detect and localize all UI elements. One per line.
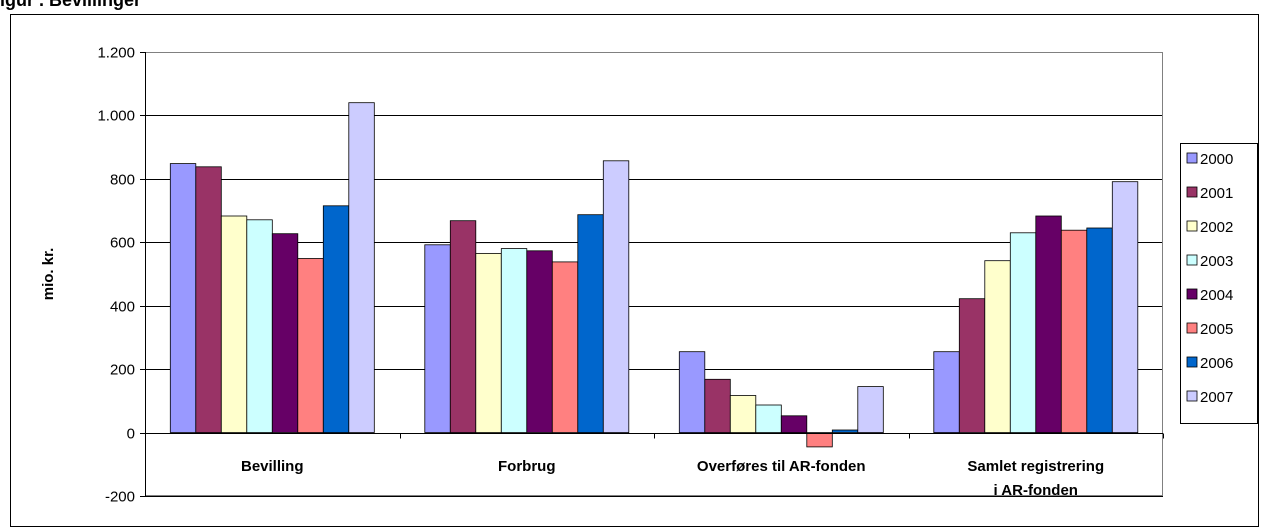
bar [449, 220, 477, 433]
labels: -200 0 200 400 600 800 1.000 1.200 Bevilling Forb… [40, 45, 1104, 506]
figure-heading: igur . Bevillinger [0, 0, 142, 10]
bar [755, 404, 782, 434]
bar [831, 429, 859, 433]
y-tick-label: 200 [110, 362, 135, 379]
legend-swatch [1186, 288, 1198, 300]
x-category-label: Overføres til AR-fonden [697, 458, 866, 475]
legend-swatch [1186, 356, 1198, 368]
legend-swatch [1186, 322, 1198, 334]
y-tick-label: 800 [110, 172, 135, 189]
bar [551, 261, 579, 433]
legend-swatch [1186, 186, 1198, 198]
bar [169, 163, 197, 433]
legend-swatch [1186, 220, 1198, 232]
legend-label: 2001 [1200, 185, 1233, 202]
bar [297, 258, 324, 434]
legend-label: 2000 [1200, 151, 1233, 168]
bar [271, 233, 299, 433]
bar [1086, 227, 1113, 434]
y-tick-label: -200 [105, 489, 135, 506]
bars [169, 102, 1139, 448]
legend-label: 2005 [1200, 321, 1233, 338]
bar [933, 351, 960, 434]
legend-label: 2002 [1200, 219, 1233, 236]
y-tick-label: 0 [127, 426, 135, 443]
y-tick-label: 600 [110, 235, 135, 252]
bar [780, 415, 808, 433]
bar [500, 248, 528, 433]
x-category-label: Bevilling [241, 458, 304, 475]
bar [1060, 229, 1088, 433]
bar [729, 395, 757, 433]
bar [602, 160, 630, 433]
bar [1035, 215, 1062, 434]
legend-swatch [1186, 152, 1198, 164]
x-category-label: Samlet registrering i AR-fonden [967, 458, 1104, 499]
bar [195, 166, 222, 433]
bar [806, 432, 833, 448]
legend-label: 2003 [1200, 253, 1233, 270]
bar [577, 214, 604, 433]
bar [1009, 232, 1037, 434]
bar [958, 298, 986, 433]
bar [475, 252, 502, 433]
legend-label: 2006 [1200, 355, 1233, 372]
bar [424, 244, 451, 433]
legend-label: 2007 [1200, 389, 1233, 406]
bar [526, 250, 553, 433]
bar [1111, 181, 1139, 433]
x-category-label: Forbrug [498, 458, 556, 475]
y-axis-label: mio. kr. [40, 248, 57, 301]
legend-swatch [1186, 390, 1198, 402]
bar [322, 205, 350, 434]
bar [984, 260, 1011, 434]
bar [348, 102, 375, 433]
bar [704, 378, 731, 433]
bar [678, 351, 706, 434]
axes [140, 52, 1164, 497]
y-tick-label: 400 [110, 299, 135, 316]
legend-label: 2004 [1200, 287, 1233, 304]
bar [246, 219, 273, 434]
y-tick-label: 1.000 [97, 108, 135, 125]
legend-swatch [1186, 254, 1198, 266]
bar [220, 215, 248, 434]
legend: 2000 2001 2002 2003 2004 2005 2006 2007 [1180, 143, 1258, 424]
bar [857, 386, 884, 434]
y-tick-label: 1.200 [97, 45, 135, 62]
